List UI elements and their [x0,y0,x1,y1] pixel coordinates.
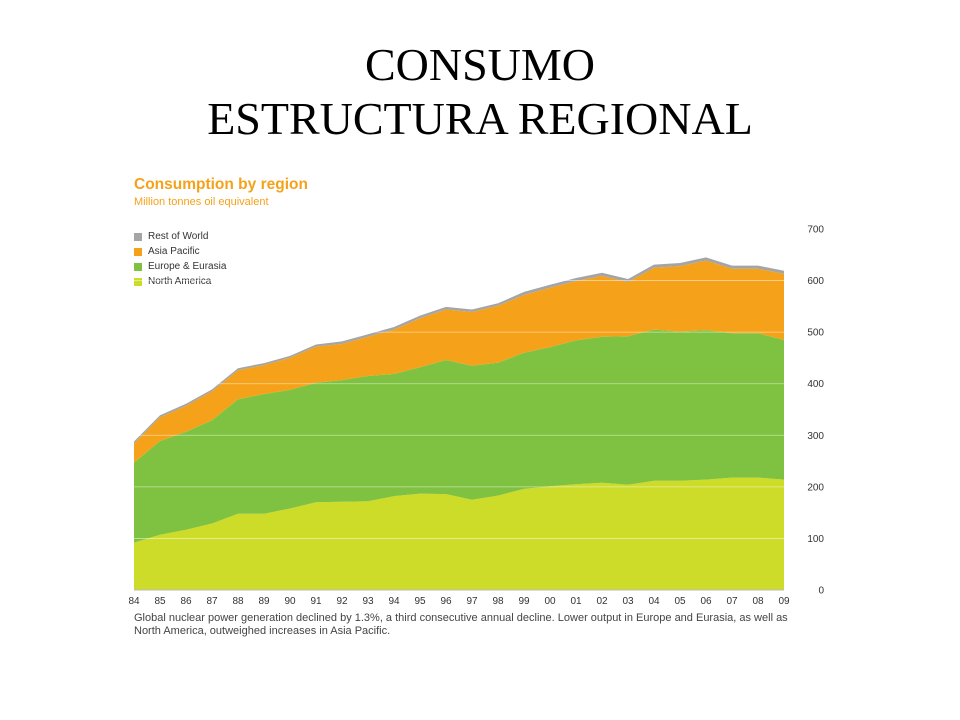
area-europe-eurasia [134,329,784,543]
legend-item: Rest of World [134,229,226,244]
x-tick-label: 97 [466,596,478,607]
x-tick-label: 07 [726,596,738,607]
x-tick-label: 84 [128,596,140,607]
y-tick-label: 600 [807,276,824,287]
legend-label: North America [148,276,212,287]
x-tick-label: 91 [310,596,322,607]
y-tick-label: 300 [807,431,824,442]
legend-swatch [134,262,142,271]
x-tick-label: 99 [518,596,530,607]
x-tick-label: 01 [570,596,582,607]
y-tick-label: 700 [807,225,824,236]
x-tick-label: 87 [206,596,218,607]
area-north-america [134,477,784,590]
x-tick-label: 95 [414,596,426,607]
x-tick-label: 00 [544,596,556,607]
x-tick-label: 03 [622,596,634,607]
legend-swatch [134,232,142,241]
x-tick-label: 85 [154,596,166,607]
legend-label: Europe & Eurasia [148,261,227,272]
x-tick-label: 86 [180,596,192,607]
slide-title: CONSUMO ESTRUCTURA REGIONAL [0,38,960,146]
x-tick-label: 96 [440,596,452,607]
legend-label: Asia Pacific [148,246,200,257]
chart-legend: Rest of World Asia Pacific Europe & Eurasi… [134,229,226,289]
x-tick-label: 05 [674,596,686,607]
x-tick-label: 88 [232,596,244,607]
y-tick-label: 100 [807,534,824,545]
y-tick-label: 500 [807,328,824,339]
x-tick-label: 92 [336,596,348,607]
area-asia-pacific [134,260,784,463]
legend-label: Rest of World [148,231,209,242]
x-tick-label: 94 [388,596,400,607]
x-tick-label: 04 [648,596,660,607]
x-tick-label: 93 [362,596,374,607]
x-tick-label: 90 [284,596,296,607]
chart-subtitle: Million tonnes oil equivalent [134,196,269,208]
legend-item: North America [134,274,226,289]
x-tick-label: 89 [258,596,270,607]
slide-title-line-1: CONSUMO [364,39,596,90]
slide-title-line-2: ESTRUCTURA REGIONAL [207,93,753,144]
x-tick-label: 06 [700,596,712,607]
x-tick-label: 02 [596,596,608,607]
x-tick-label: 98 [492,596,504,607]
x-tick-label: 09 [778,596,790,607]
y-tick-label: 200 [807,482,824,493]
chart-caption: Global nuclear power generation declined… [134,612,788,637]
x-tick-label: 08 [752,596,764,607]
legend-swatch [134,247,142,256]
legend-swatch [134,277,142,286]
legend-item: Asia Pacific [134,244,226,259]
y-tick-label: 400 [807,379,824,390]
legend-item: Europe & Eurasia [134,259,226,274]
y-tick-label: 0 [818,586,824,597]
chart-title: Consumption by region [134,176,308,193]
